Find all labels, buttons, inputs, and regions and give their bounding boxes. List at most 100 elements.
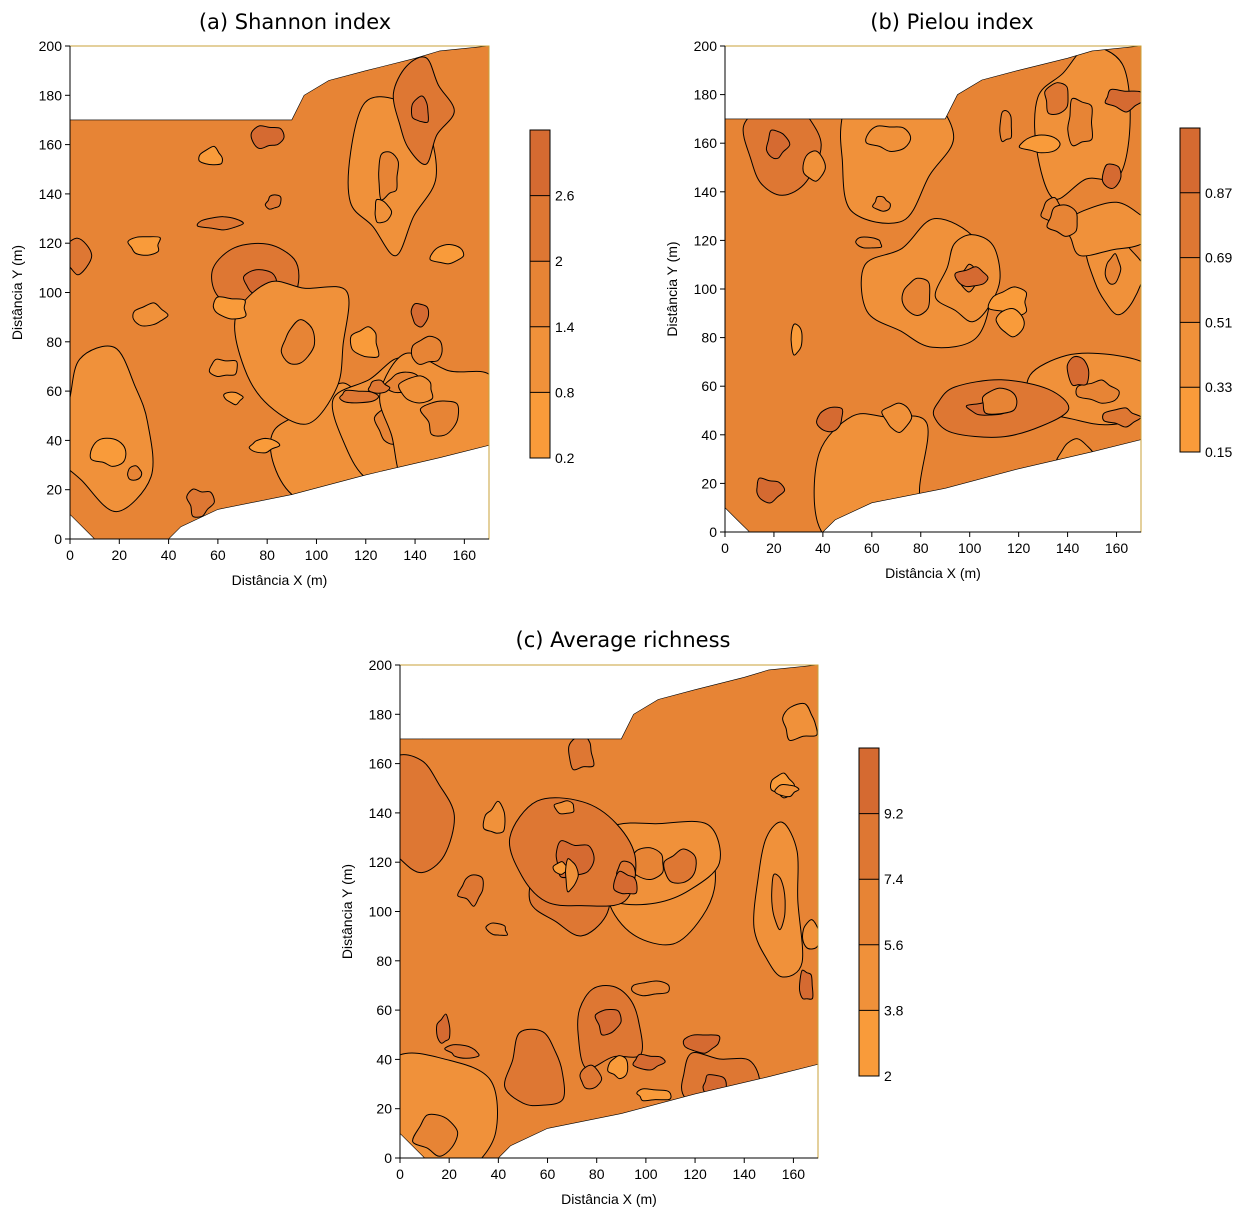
contour-region (798, 969, 814, 1000)
chart-title: (a) Shannon index (198, 10, 392, 34)
colorbar-tick-label: 0.51 (1205, 314, 1232, 330)
chart-title: (c) Average richness (515, 628, 731, 652)
x-tick-label: 60 (540, 1166, 556, 1182)
contour-region (410, 335, 443, 365)
y-tick-label: 100 (39, 285, 63, 301)
x-tick-label: 160 (453, 547, 477, 563)
y-axis: 0 20 40 60 80 100 120 140 160 180 200 (694, 38, 726, 540)
x-tick-label: 60 (210, 547, 226, 563)
contour-region (412, 1113, 459, 1157)
contour-region (339, 389, 380, 404)
chart-svg: 0 20 40 60 80 100 120 140 160 0 20 40 60 80 100 120 140… (664, 38, 1232, 581)
colorbar-tick-label: 1.4 (555, 319, 575, 335)
y-axis: 0 20 40 60 80 100 120 140 160 180 200 (39, 38, 71, 547)
contour-region (457, 462, 489, 498)
y-tick-label: 200 (369, 657, 393, 673)
colorbar-band (530, 195, 550, 262)
x-tick-label: 20 (112, 547, 128, 563)
map-area (69, 45, 490, 540)
contour-region (413, 698, 429, 739)
contour-region (816, 406, 844, 433)
contour-region (790, 323, 803, 356)
y-tick-label: 20 (376, 1101, 392, 1117)
colorbar-band (530, 261, 550, 327)
colorbar-band (1180, 128, 1200, 193)
contour-region (504, 1028, 566, 1107)
contour-region (1101, 163, 1122, 189)
y-tick-label: 200 (694, 38, 718, 54)
y-tick-label: 120 (694, 232, 718, 248)
contour-region (682, 1034, 721, 1054)
colorbar-tick-label: 2 (884, 1068, 892, 1084)
contour-region (419, 400, 460, 437)
x-tick-label: 100 (958, 540, 982, 556)
x-tick-label: 0 (396, 1166, 404, 1182)
y-tick-label: 80 (46, 334, 62, 350)
contour-region (632, 1053, 666, 1071)
chart-svg: 0 20 40 60 80 100 120 140 160 0 20 40 60 80 100 120 140… (9, 38, 575, 588)
colorbar: 2 3.8 5.6 7.4 9.2 (858, 747, 904, 1084)
contour-region (774, 783, 800, 798)
contour-region (552, 861, 570, 875)
colorbar: 0.2 0.8 1.4 2 2.6 (529, 129, 575, 466)
chart-svg: 0 20 40 60 80 100 120 140 160 0 20 40 60 80 100 120 140… (339, 657, 904, 1207)
contour-region (995, 307, 1025, 338)
colorbar-band (1180, 257, 1200, 323)
x-axis: 0 20 40 60 80 100 120 140 160 (721, 531, 1141, 556)
x-tick-label: 40 (815, 540, 831, 556)
x-tick-label: 100 (305, 547, 329, 563)
y-tick-label: 80 (376, 953, 392, 969)
y-tick-label: 60 (701, 378, 717, 394)
x-tick-label: 100 (634, 1166, 658, 1182)
y-tick-label: 0 (384, 1150, 392, 1166)
x-tick-label: 20 (441, 1166, 457, 1182)
contour-region (264, 194, 282, 210)
x-tick-label: 120 (1007, 540, 1031, 556)
contour-region (436, 1013, 451, 1044)
contour-region (702, 1074, 727, 1096)
y-tick-label: 100 (369, 904, 393, 920)
y-tick-label: 140 (694, 184, 718, 200)
contour-region (771, 873, 786, 931)
map-area (724, 45, 1142, 533)
contour-region (553, 800, 575, 815)
x-tick-label: 120 (683, 1166, 707, 1182)
colorbar: 0.15 0.33 0.51 0.69 0.87 (1179, 127, 1232, 460)
x-axis-label: Distância X (m) (561, 1191, 657, 1207)
y-tick-label: 40 (701, 427, 717, 443)
contour-region (855, 236, 883, 249)
colorbar-band (859, 944, 879, 1011)
contour-region (1067, 97, 1094, 147)
contour-region (196, 216, 244, 231)
colorbar-tick-label: 0.87 (1205, 185, 1232, 201)
colorbar-tick-label: 2.6 (555, 188, 575, 204)
contour-region (485, 922, 509, 936)
contour-region (1104, 88, 1141, 113)
x-tick-label: 40 (161, 547, 177, 563)
contour-region (444, 1044, 480, 1059)
contour-region (607, 1055, 629, 1080)
contour-region (367, 379, 391, 394)
contour-region (901, 277, 931, 317)
contour-region (212, 296, 247, 320)
y-tick-label: 60 (376, 1002, 392, 1018)
colorbar-tick-label: 0.2 (555, 450, 575, 466)
colorbar-tick-label: 9.2 (884, 806, 904, 822)
contour-region (400, 754, 455, 874)
contour-region (127, 465, 143, 481)
contour-region (756, 477, 786, 504)
x-tick-label: 80 (913, 540, 929, 556)
contour-region (250, 125, 285, 150)
y-tick-label: 120 (369, 854, 393, 870)
x-axis-label: Distância X (m) (232, 572, 328, 588)
y-axis-label: Distância Y (m) (664, 241, 680, 336)
contour-region (1013, 472, 1027, 491)
y-axis-label: Distância Y (m) (9, 245, 25, 340)
contour-region (429, 243, 465, 265)
x-tick-label: 60 (864, 540, 880, 556)
y-tick-label: 40 (376, 1051, 392, 1067)
y-tick-label: 140 (39, 186, 63, 202)
colorbar-tick-label: 2 (555, 253, 563, 269)
chart-title: (b) Pielou index (870, 10, 1034, 34)
map-area (399, 664, 819, 1159)
